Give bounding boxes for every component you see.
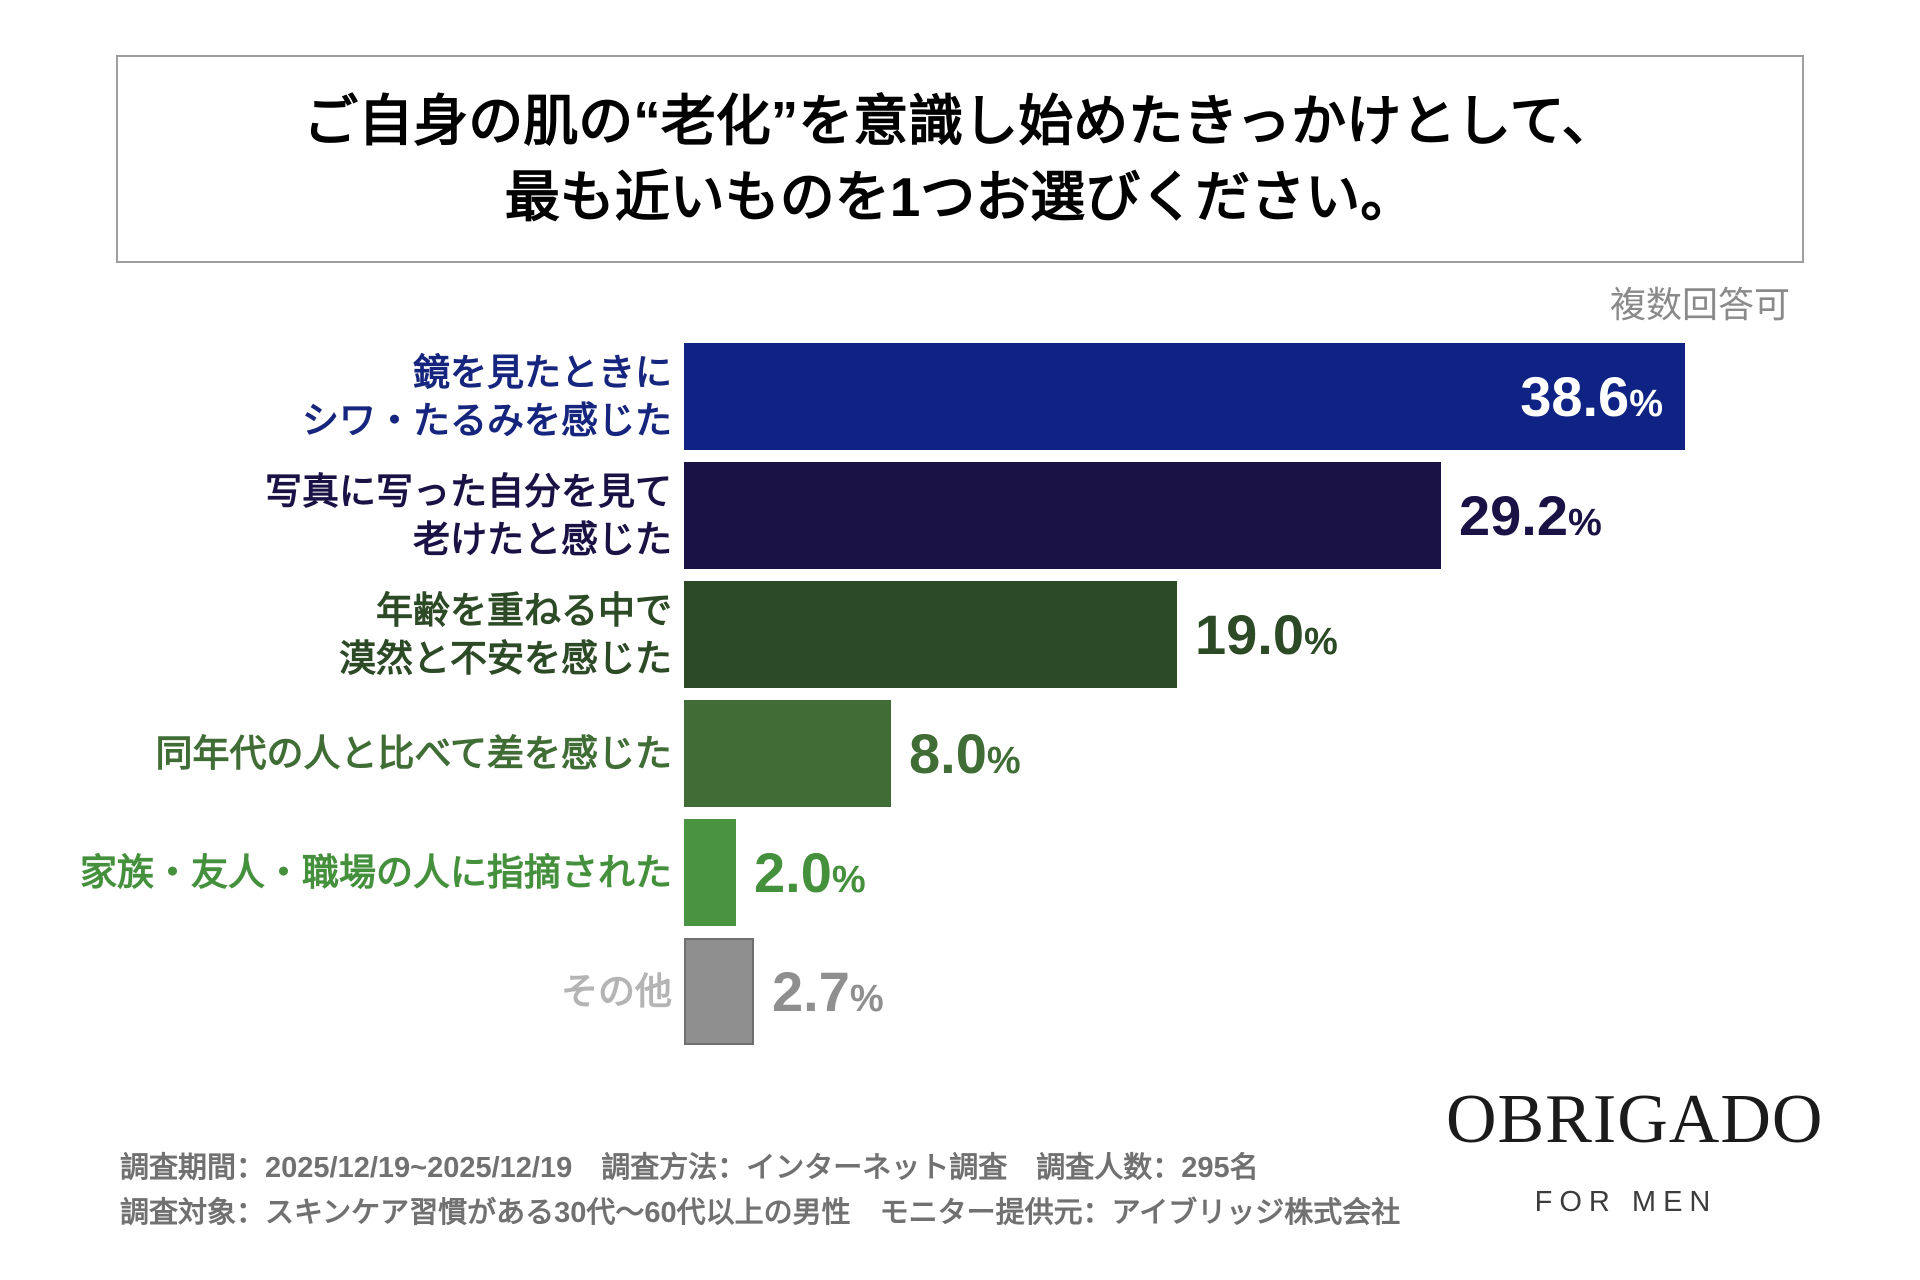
chart-row: 同年代の人と比べて差を感じた 8.0% [52, 700, 1685, 807]
bar [684, 462, 1441, 569]
percent-sign: % [1304, 620, 1338, 663]
value-number: 8.0 [909, 721, 987, 785]
category-label: 家族・友人・職場の人に指摘された [80, 851, 672, 893]
bar [684, 938, 754, 1045]
category-label: その他 [561, 970, 672, 1012]
survey-question-line-1: ご自身の肌の“老化”を意識し始めたきっかけとして、 [303, 90, 1617, 152]
percent-sign: % [831, 858, 866, 901]
bar-chart: 鏡を見たときに シワ・たるみを感じた 38.6% 写真に写った自分を見て 老けたと感… [52, 343, 1685, 1057]
chart-row: 家族・友人・職場の人に指摘された 2.0% [52, 819, 1685, 926]
brand-tagline: FOR MEN [1534, 1186, 1718, 1218]
survey-question-box: ご自身の肌の“老化”を意識し始めたきっかけとして、 最も近いものを1つお選びくだ… [116, 55, 1804, 263]
survey-footnote-line-1: 調査期間：2025/12/19~2025/12/19 調査方法：インターネット調… [120, 1152, 1259, 1184]
percent-sign: % [849, 977, 884, 1020]
value-label: 2.7% [772, 963, 884, 1020]
category-label: 鏡を見たときに シワ・たるみを感じた [302, 352, 672, 441]
value-number: 38.6 [1520, 364, 1630, 428]
multiple-answers-note: 複数回答可 [1609, 284, 1790, 325]
bar: 38.6% [684, 343, 1685, 450]
survey-question-line-2: 最も近いものを1つお選びください。 [504, 166, 1416, 228]
brand-name: OBRIGADO [1446, 1081, 1824, 1158]
bar [684, 581, 1177, 688]
value-number: 19.0 [1195, 602, 1304, 666]
survey-method-footnote: 調査期間：2025/12/19~2025/12/19 調査方法：インターネット調… [120, 1146, 1400, 1236]
value-label: 2.0% [754, 844, 866, 901]
percent-sign: % [1629, 382, 1663, 425]
category-label: 年齢を重ねる中で 漠然と不安を感じた [339, 590, 672, 679]
value-label: 19.0% [1195, 606, 1338, 663]
value-label: 8.0% [909, 725, 1021, 782]
category-label: 写真に写った自分を見て 老けたと感じた [265, 471, 672, 560]
bar [684, 819, 736, 926]
bar [684, 700, 891, 807]
value-number: 29.2 [1459, 483, 1568, 547]
chart-row: その他 2.7% [52, 938, 1685, 1045]
survey-footnote-line-2: 調査対象：スキンケア習慣がある30代～60代以上の男性 モニター提供元：アイブリ… [120, 1196, 1401, 1229]
value-label: 29.2% [1459, 487, 1602, 544]
value-number: 2.7 [772, 959, 850, 1023]
chart-row: 年齢を重ねる中で 漠然と不安を感じた 19.0% [52, 581, 1685, 688]
value-number: 2.0 [754, 840, 832, 904]
value-label: 38.6% [1520, 368, 1685, 425]
chart-row: 写真に写った自分を見て 老けたと感じた 29.2% [52, 462, 1685, 569]
chart-row: 鏡を見たときに シワ・たるみを感じた 38.6% [52, 343, 1685, 450]
percent-sign: % [986, 739, 1021, 782]
brand-logo: OBRIGADO FOR MEN [1446, 1080, 1824, 1219]
category-label: 同年代の人と比べて差を感じた [155, 732, 672, 774]
percent-sign: % [1568, 501, 1602, 544]
